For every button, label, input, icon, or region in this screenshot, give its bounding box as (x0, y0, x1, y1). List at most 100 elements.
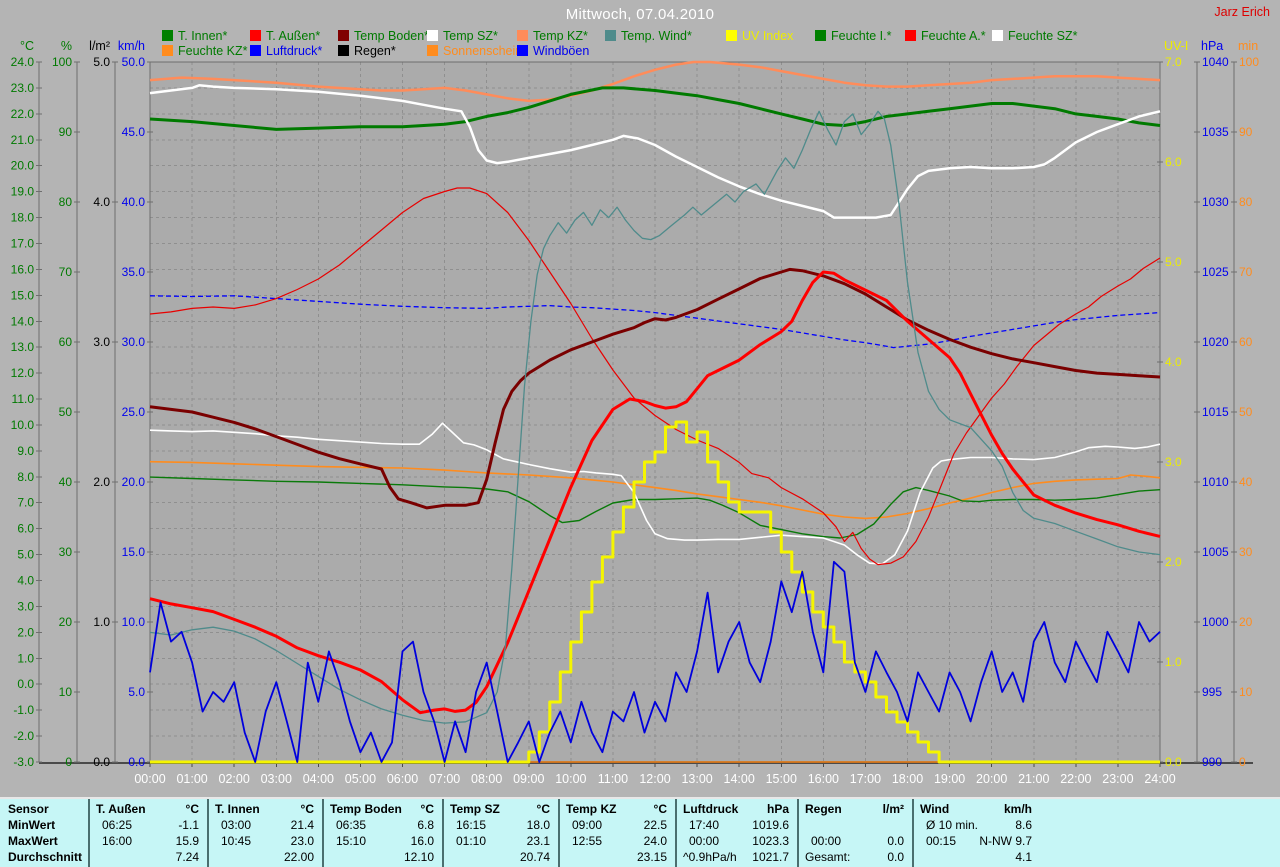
svg-text:08:00: 08:00 (471, 772, 502, 786)
svg-text:7.0: 7.0 (1165, 55, 1182, 69)
svg-text:30.0: 30.0 (122, 335, 146, 349)
legend-item-feuchte-i: Feuchte I.* (815, 30, 891, 43)
legend-label: UV Index (742, 29, 794, 43)
svg-text:10.0: 10.0 (11, 418, 35, 432)
legend-label: Temp SZ* (443, 29, 498, 43)
svg-text:13.0: 13.0 (11, 340, 35, 354)
svg-text:19.0: 19.0 (11, 185, 35, 199)
svg-text:%: % (61, 39, 72, 53)
svg-text:30: 30 (59, 545, 73, 559)
legend-swatch (250, 30, 261, 41)
svg-text:80: 80 (1239, 195, 1253, 209)
svg-text:30: 30 (1239, 545, 1253, 559)
svg-text:19:00: 19:00 (934, 772, 965, 786)
svg-text:5.0: 5.0 (128, 685, 145, 699)
grid (150, 62, 1160, 762)
legend-swatch (338, 30, 349, 41)
svg-text:1.0: 1.0 (1165, 655, 1182, 669)
svg-text:1005: 1005 (1202, 545, 1229, 559)
legend-item-temp-boden: Temp Boden* (338, 30, 429, 43)
svg-text:10:00: 10:00 (555, 772, 586, 786)
legend-label: T. Außen* (266, 29, 321, 43)
svg-text:09:00: 09:00 (513, 772, 544, 786)
legend-swatch (427, 45, 438, 56)
svg-text:10.0: 10.0 (122, 615, 146, 629)
min-value: 21.4 (290, 818, 314, 832)
svg-text:1030: 1030 (1202, 195, 1229, 209)
max-value: 16.0 (410, 834, 434, 848)
sensor-unit: °C (536, 802, 550, 816)
svg-text:15:00: 15:00 (766, 772, 797, 786)
svg-text:°C: °C (20, 39, 34, 53)
axis-temp: 24.0 23.0 22.0 21.0 20.0 19.0 18.0 17.0 16.0 15.0… (11, 39, 42, 769)
svg-text:hPa: hPa (1201, 39, 1223, 53)
series-luftdruck (149, 295, 1161, 349)
svg-text:-3.0: -3.0 (13, 755, 34, 769)
sensor-unit: km/h (1003, 802, 1032, 816)
legend-item-temp-sz: Temp SZ* (427, 30, 498, 43)
legend-label: Feuchte KZ* (178, 44, 248, 58)
svg-text:20:00: 20:00 (976, 772, 1007, 786)
stats-table: Sensor MinWert MaxWert Durchschnitt T. Außen… (0, 797, 1280, 867)
series-temp_sz (149, 84, 1161, 219)
table-divider (558, 799, 560, 867)
series-uv_index (150, 420, 1160, 764)
svg-text:4.0: 4.0 (17, 574, 34, 588)
legend-label: Luftdruck* (266, 44, 323, 58)
svg-text:35.0: 35.0 (122, 265, 146, 279)
svg-text:12.0: 12.0 (11, 366, 35, 380)
svg-text:17:00: 17:00 (850, 772, 881, 786)
avg-value: 12.10 (403, 850, 434, 864)
svg-text:24.0: 24.0 (11, 55, 35, 69)
svg-text:11.0: 11.0 (12, 392, 35, 406)
svg-text:70: 70 (1239, 265, 1253, 279)
svg-text:16.0: 16.0 (11, 262, 35, 276)
legend-label: Sonnenschein (443, 44, 523, 58)
svg-text:1015: 1015 (1202, 405, 1229, 419)
svg-text:00:00: 00:00 (134, 772, 165, 786)
svg-text:20.0: 20.0 (122, 475, 146, 489)
svg-text:0: 0 (1239, 755, 1246, 769)
legend-label: Feuchte SZ* (1008, 29, 1078, 43)
x-axis: 00:00 01:00 02:00 03:00 04:00 05:00 06:00 07:00… (134, 762, 1176, 786)
svg-text:3.0: 3.0 (1165, 455, 1182, 469)
chart-title: Mittwoch, 07.04.2010 (565, 6, 715, 23)
svg-text:4.0: 4.0 (1165, 355, 1182, 369)
svg-text:0.0: 0.0 (93, 755, 110, 769)
svg-text:1040: 1040 (1202, 55, 1229, 69)
table-divider (797, 799, 799, 867)
svg-text:22.0: 22.0 (11, 107, 35, 121)
legend-label: Temp KZ* (533, 29, 588, 43)
min-time: Ø 10 min. (926, 818, 979, 832)
table-divider (322, 799, 324, 867)
svg-text:03:00: 03:00 (261, 772, 292, 786)
svg-text:6.0: 6.0 (17, 522, 34, 536)
legend-label: Regen* (354, 44, 396, 58)
svg-text:11:00: 11:00 (598, 772, 628, 786)
svg-text:l/m²: l/m² (89, 39, 110, 53)
legend-swatch (162, 30, 173, 41)
svg-text:2.0: 2.0 (17, 625, 34, 639)
svg-text:100: 100 (52, 55, 72, 69)
svg-text:1035: 1035 (1202, 125, 1229, 139)
sensor-unit: hPa (766, 802, 789, 816)
svg-text:1025: 1025 (1202, 265, 1229, 279)
table-row-label: Sensor (8, 802, 49, 816)
max-value: 0.0 (887, 834, 904, 848)
legend-swatch (517, 45, 528, 56)
max-time: 01:10 (456, 834, 487, 848)
legend-swatch (815, 30, 826, 41)
watermark-author: Jarz Erich (1214, 5, 1270, 19)
svg-text:0.0: 0.0 (17, 677, 34, 691)
svg-text:km/h: km/h (118, 39, 145, 53)
svg-text:7.0: 7.0 (17, 496, 34, 510)
table-divider (675, 799, 677, 867)
table-divider (88, 799, 90, 867)
svg-text:05:00: 05:00 (345, 772, 376, 786)
axis-wind: 50.0 45.0 40.0 35.0 30.0 25.0 20.0 15.0 10.0 5.0 0… (118, 39, 153, 769)
svg-text:13:00: 13:00 (681, 772, 712, 786)
sensor-name: T. Außen (96, 802, 146, 816)
